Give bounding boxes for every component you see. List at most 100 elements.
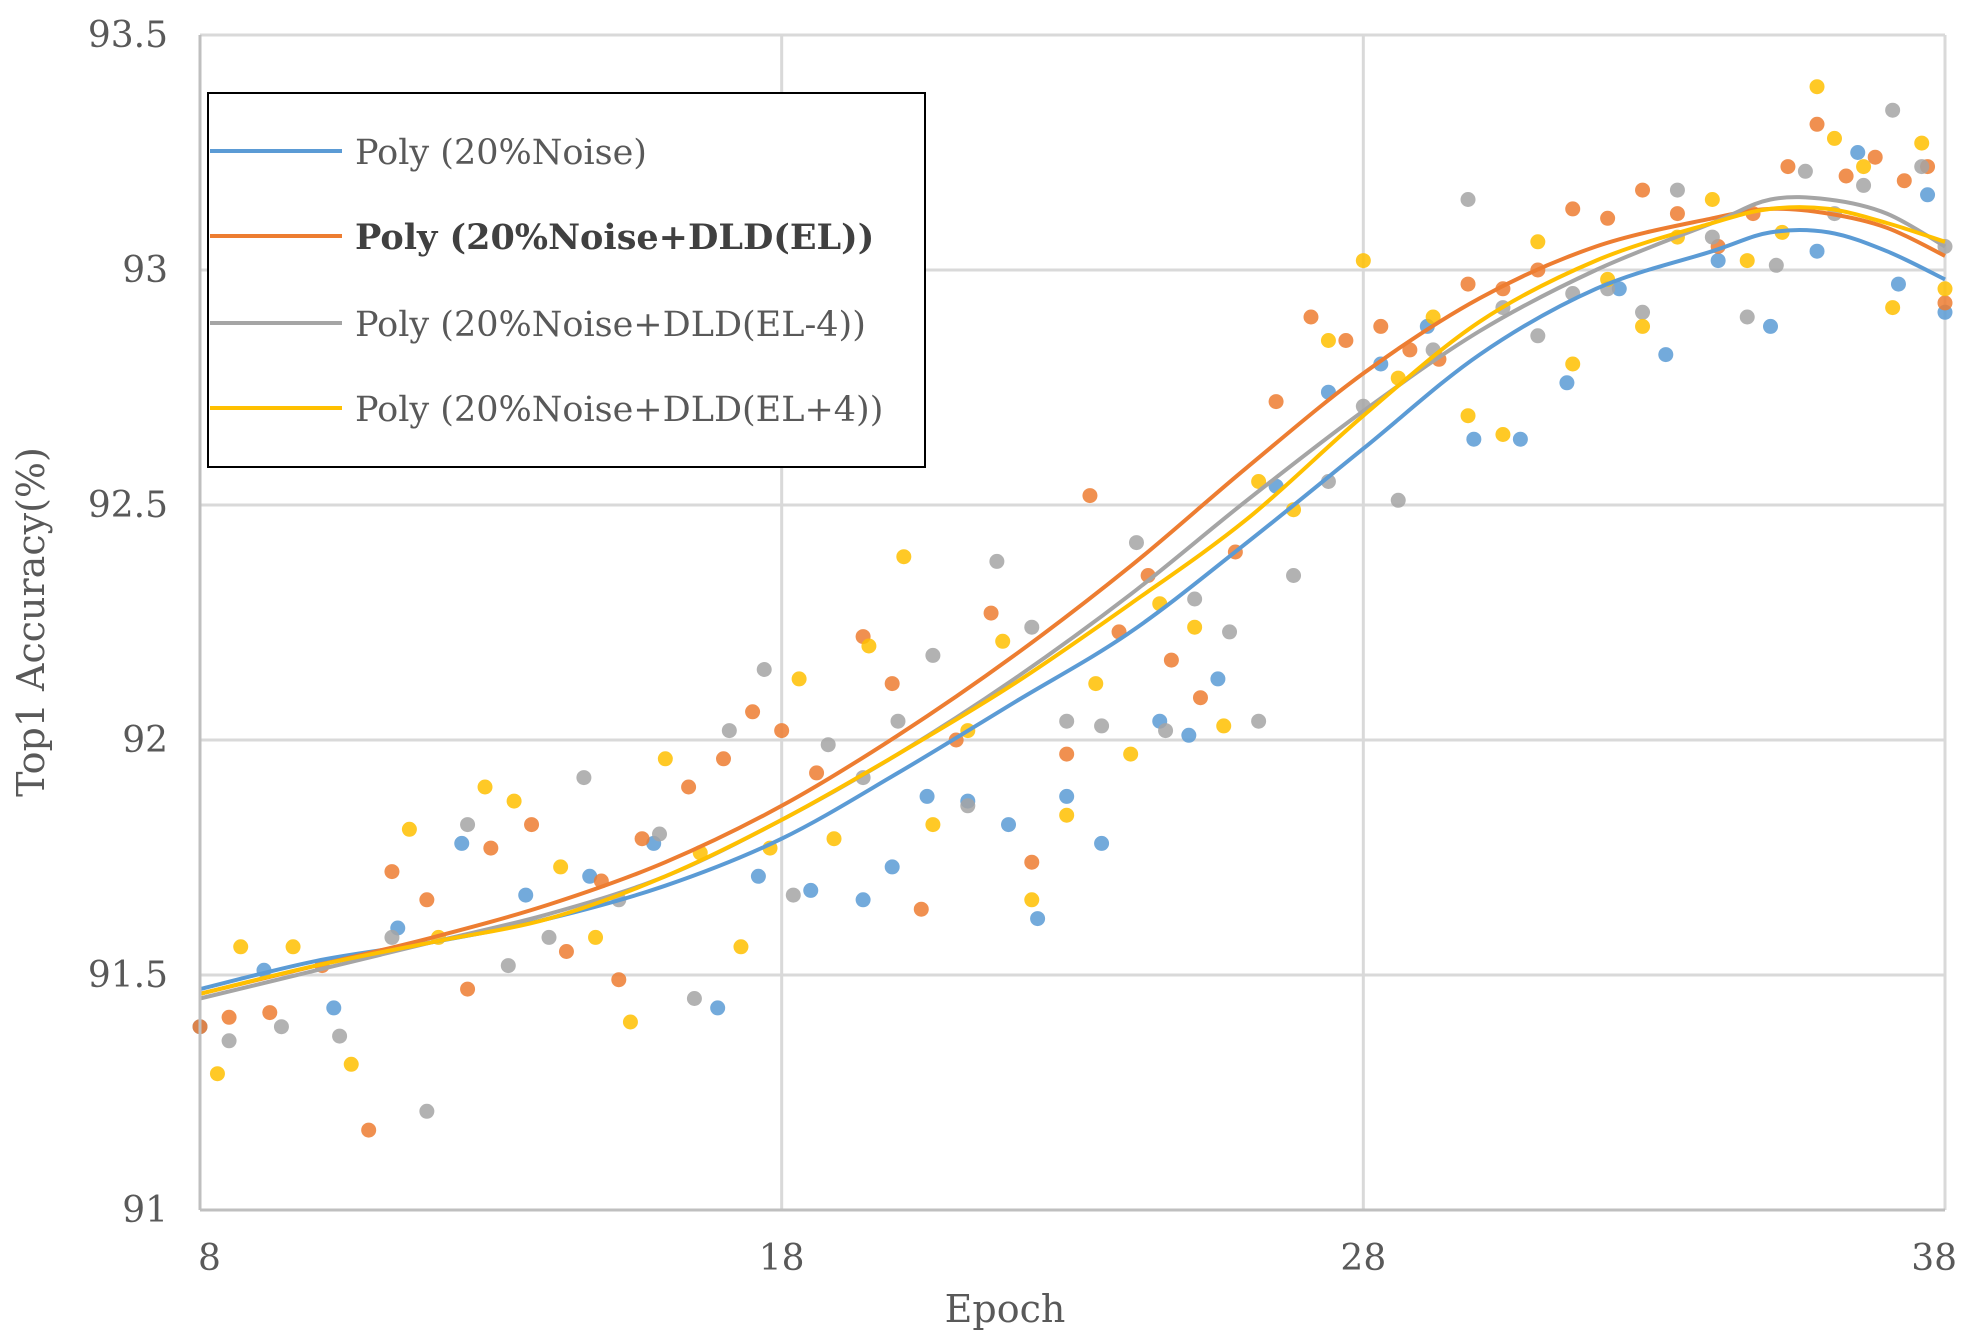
point-series-3 xyxy=(925,817,941,833)
trend-lines xyxy=(199,195,1946,1001)
y-tick-label: 92.5 xyxy=(88,485,168,526)
point-series-3 xyxy=(1320,333,1336,348)
point-series-0 xyxy=(710,1000,726,1016)
point-series-1 xyxy=(558,944,574,959)
point-series-2 xyxy=(989,553,1005,569)
point-series-2 xyxy=(332,1028,348,1044)
point-series-3 xyxy=(1704,192,1720,207)
point-series-3 xyxy=(1495,427,1511,442)
point-series-2 xyxy=(890,713,906,729)
tick-labels: 91 91.5 92 92.5 93 93.5 8 18 28 38 xyxy=(88,15,1957,1279)
point-series-1 xyxy=(1600,210,1616,226)
point-series-3 xyxy=(1088,676,1104,692)
x-axis-title: Epoch xyxy=(945,1287,1066,1331)
point-series-2 xyxy=(1059,713,1075,729)
point-series-2 xyxy=(1635,304,1651,320)
point-series-2 xyxy=(1797,163,1813,179)
point-series-2 xyxy=(1914,159,1930,175)
point-series-0 xyxy=(855,892,871,908)
point-series-3 xyxy=(1460,408,1476,424)
point-series-0 xyxy=(750,868,766,884)
point-series-1 xyxy=(524,817,540,833)
point-series-0 xyxy=(1030,911,1046,927)
point-series-0 xyxy=(518,887,534,903)
point-series-2 xyxy=(1856,177,1872,193)
point-series-3 xyxy=(233,939,249,955)
point-series-0 xyxy=(454,835,470,851)
point-series-0 xyxy=(1466,431,1482,447)
point-series-1 xyxy=(1268,394,1284,410)
point-series-3 xyxy=(1187,619,1203,635)
point-series-1 xyxy=(1303,309,1319,325)
point-series-0 xyxy=(1763,318,1778,334)
point-series-2 xyxy=(384,929,400,945)
point-series-3 xyxy=(1565,356,1581,372)
point-series-0 xyxy=(1850,145,1866,160)
point-series-1 xyxy=(681,779,697,795)
point-series-2 xyxy=(1885,102,1901,118)
point-series-3 xyxy=(733,939,749,955)
point-series-2 xyxy=(419,1103,435,1119)
point-series-3 xyxy=(401,821,417,837)
point-series-2 xyxy=(576,770,592,786)
point-series-1 xyxy=(1460,276,1476,292)
point-series-1 xyxy=(1192,690,1208,706)
point-series-1 xyxy=(221,1009,237,1025)
point-series-2 xyxy=(221,1033,237,1049)
point-series-0 xyxy=(803,882,819,898)
point-series-1 xyxy=(262,1005,278,1021)
point-series-2 xyxy=(1128,535,1144,551)
point-series-1 xyxy=(1373,318,1389,334)
point-series-3 xyxy=(1059,807,1075,823)
x-tick-label: 18 xyxy=(759,1238,805,1279)
point-series-3 xyxy=(1123,746,1139,762)
point-series-3 xyxy=(1024,892,1040,908)
point-series-2 xyxy=(1222,624,1238,640)
point-series-3 xyxy=(1809,79,1825,95)
y-axis-title: Top1 Accuracy(%) xyxy=(9,447,53,797)
legend-label-0: Poly (20%Noise) xyxy=(355,133,647,173)
point-series-1 xyxy=(983,605,999,621)
point-series-1 xyxy=(611,972,627,988)
point-series-3 xyxy=(1425,309,1441,325)
point-series-1 xyxy=(1867,149,1883,165)
point-series-2 xyxy=(460,817,476,833)
point-series-2 xyxy=(686,991,702,1006)
point-series-1 xyxy=(1082,488,1098,504)
point-series-1 xyxy=(1059,746,1075,762)
point-series-2 xyxy=(1530,328,1546,344)
point-series-3 xyxy=(1251,474,1267,489)
point-series-3 xyxy=(791,671,807,687)
point-series-3 xyxy=(1856,159,1872,175)
point-series-1 xyxy=(361,1122,377,1138)
point-series-1 xyxy=(1635,182,1651,198)
point-series-3 xyxy=(826,831,842,847)
point-series-3 xyxy=(995,633,1011,649)
point-series-2 xyxy=(273,1019,289,1035)
point-series-1 xyxy=(913,901,929,917)
point-series-1 xyxy=(1838,168,1854,184)
point-series-0 xyxy=(1890,276,1906,292)
point-series-2 xyxy=(1286,568,1302,583)
point-series-1 xyxy=(1402,342,1418,358)
point-series-1 xyxy=(716,751,731,767)
point-series-1 xyxy=(745,704,761,720)
point-series-2 xyxy=(1024,619,1040,635)
point-series-3 xyxy=(285,939,301,955)
point-series-2 xyxy=(925,647,941,663)
y-tick-label: 92 xyxy=(122,720,168,761)
point-series-1 xyxy=(634,831,650,847)
point-series-1 xyxy=(384,864,400,880)
point-series-0 xyxy=(1001,817,1017,833)
point-series-1 xyxy=(1780,159,1796,175)
y-tick-label: 93 xyxy=(122,250,168,291)
point-series-2 xyxy=(1158,723,1174,739)
point-series-3 xyxy=(657,751,673,767)
point-series-3 xyxy=(1216,718,1232,734)
point-series-3 xyxy=(506,793,522,809)
point-series-0 xyxy=(1181,727,1197,743)
point-series-3 xyxy=(622,1014,638,1030)
point-series-1 xyxy=(774,723,790,739)
point-series-2 xyxy=(1704,229,1720,245)
point-series-1 xyxy=(1809,116,1825,132)
